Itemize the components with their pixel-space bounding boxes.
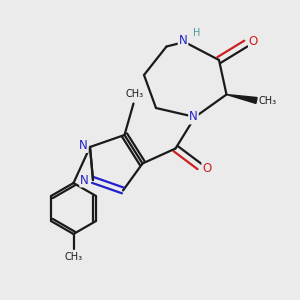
Text: N: N bbox=[178, 34, 188, 47]
Text: CH₃: CH₃ bbox=[64, 252, 82, 262]
Text: N: N bbox=[79, 139, 88, 152]
Text: CH₃: CH₃ bbox=[259, 95, 277, 106]
Text: N: N bbox=[80, 173, 89, 187]
Text: O: O bbox=[202, 161, 211, 175]
Text: H: H bbox=[193, 28, 200, 38]
Text: O: O bbox=[249, 35, 258, 49]
Polygon shape bbox=[226, 94, 257, 103]
Text: N: N bbox=[189, 110, 198, 124]
Text: CH₃: CH₃ bbox=[126, 89, 144, 99]
